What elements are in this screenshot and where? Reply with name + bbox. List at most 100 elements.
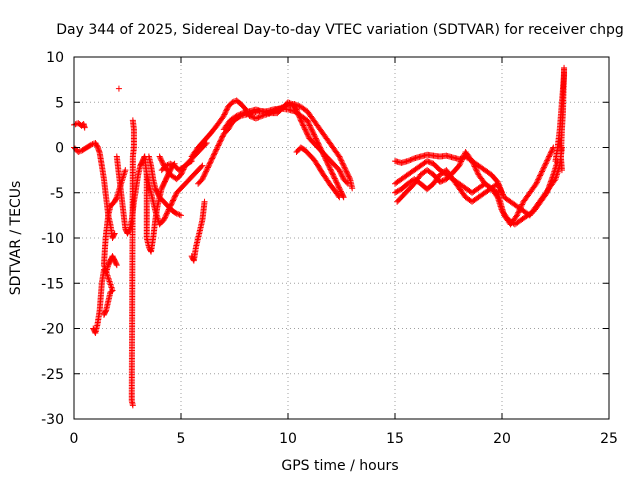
y-tick-label: -5 — [50, 186, 64, 202]
data-point — [306, 122, 313, 129]
data-point — [158, 157, 165, 164]
data-point — [338, 157, 345, 164]
data-point — [214, 143, 221, 150]
data-point — [187, 158, 194, 165]
data-point — [304, 118, 311, 125]
data-point — [102, 268, 109, 275]
data-point — [106, 278, 113, 285]
data-point — [276, 105, 283, 112]
data-point — [341, 164, 348, 171]
data-point — [172, 192, 179, 199]
y-tick-label: 10 — [46, 50, 64, 66]
data-point — [534, 177, 541, 184]
data-point — [204, 165, 211, 172]
data-point — [105, 275, 112, 282]
data-point — [302, 127, 309, 134]
data-point — [337, 187, 344, 194]
data-point — [270, 107, 277, 114]
data-point — [169, 198, 176, 205]
data-point — [535, 175, 542, 182]
data-point — [304, 117, 311, 124]
x-tick-labels: 0 5 10 15 20 25 — [70, 431, 618, 447]
data-point — [329, 171, 336, 178]
data-point — [338, 172, 345, 179]
data-point — [215, 141, 222, 148]
data-point — [164, 161, 171, 168]
data-point — [324, 160, 331, 167]
data-point — [497, 186, 504, 193]
data-point — [198, 163, 205, 170]
data-point — [459, 155, 466, 162]
data-point — [539, 167, 546, 174]
data-point — [107, 280, 114, 287]
data-point — [109, 287, 116, 294]
data-point — [407, 156, 414, 163]
data-point — [334, 181, 341, 188]
data-point — [309, 128, 316, 135]
data-point — [157, 154, 164, 161]
data-point — [217, 137, 224, 144]
data-point — [269, 108, 276, 115]
data-points — [71, 64, 568, 409]
data-point — [168, 200, 175, 207]
data-point — [113, 261, 120, 268]
data-point — [166, 205, 173, 212]
data-point — [458, 157, 465, 164]
data-point — [202, 169, 209, 176]
data-point — [272, 107, 279, 114]
data-point — [267, 109, 274, 116]
data-point — [312, 134, 319, 141]
data-point — [234, 112, 241, 119]
data-point — [161, 215, 168, 222]
data-point — [104, 272, 111, 279]
data-point — [247, 113, 254, 120]
data-point — [204, 164, 211, 171]
data-point — [168, 201, 175, 208]
data-point — [516, 206, 523, 213]
data-point — [326, 163, 333, 170]
data-point — [159, 158, 166, 165]
data-point — [129, 402, 136, 409]
data-point — [297, 117, 304, 124]
data-point — [496, 183, 503, 190]
data-point — [222, 108, 229, 115]
data-point — [537, 171, 544, 178]
data-point — [166, 203, 173, 210]
data-point — [294, 107, 301, 114]
data-point — [342, 167, 349, 174]
data-point — [215, 142, 222, 149]
data-point — [163, 210, 170, 217]
data-point — [201, 172, 208, 179]
data-point — [88, 141, 95, 148]
data-point — [395, 187, 402, 194]
data-point — [406, 157, 413, 164]
data-point — [308, 126, 315, 133]
data-point — [346, 174, 353, 181]
data-point — [157, 156, 164, 163]
data-point — [408, 156, 415, 163]
data-point — [540, 165, 547, 172]
data-point — [305, 132, 312, 139]
data-point — [302, 126, 309, 133]
data-point — [337, 169, 344, 176]
data-point — [338, 158, 345, 165]
data-point — [456, 162, 463, 169]
data-point — [424, 158, 431, 165]
data-point — [339, 160, 346, 167]
data-point — [175, 211, 182, 218]
data-point — [331, 175, 338, 182]
data-point — [298, 118, 305, 125]
y-tick-label: -10 — [41, 231, 64, 247]
data-point — [438, 178, 445, 185]
data-point — [343, 168, 350, 175]
data-point — [314, 138, 321, 145]
data-point — [515, 208, 522, 215]
data-point — [332, 178, 339, 185]
data-point — [212, 149, 219, 156]
data-point — [458, 158, 465, 165]
data-point — [211, 150, 218, 157]
data-point — [162, 214, 169, 221]
data-point — [160, 216, 167, 223]
data-point — [311, 132, 318, 139]
data-point — [211, 151, 218, 158]
